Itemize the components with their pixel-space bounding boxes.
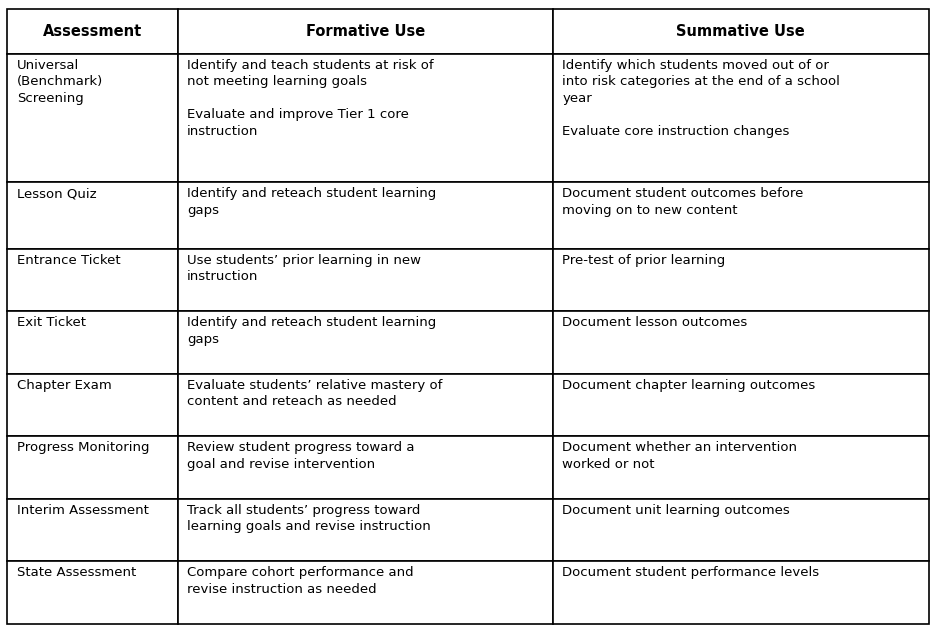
Bar <box>178 561 553 624</box>
Bar <box>178 436 553 498</box>
Text: State Assessment: State Assessment <box>17 566 136 579</box>
Bar <box>7 561 178 624</box>
Bar <box>553 311 929 374</box>
Bar <box>7 498 178 561</box>
Text: Lesson Quiz: Lesson Quiz <box>17 187 96 200</box>
Bar <box>178 9 553 54</box>
Bar <box>553 54 929 182</box>
Text: Identify and reteach student learning
gaps: Identify and reteach student learning ga… <box>187 187 436 217</box>
Text: Document lesson outcomes: Document lesson outcomes <box>563 316 748 329</box>
Bar <box>7 311 178 374</box>
Text: Document unit learning outcomes: Document unit learning outcomes <box>563 503 790 517</box>
Text: Use students’ prior learning in new
instruction: Use students’ prior learning in new inst… <box>187 253 421 283</box>
Bar <box>553 436 929 498</box>
Text: Pre-test of prior learning: Pre-test of prior learning <box>563 253 725 266</box>
Bar <box>553 374 929 436</box>
Text: Document whether an intervention
worked or not: Document whether an intervention worked … <box>563 441 797 471</box>
Text: Document chapter learning outcomes: Document chapter learning outcomes <box>563 379 815 392</box>
Text: Identify and teach students at risk of
not meeting learning goals

Evaluate and : Identify and teach students at risk of n… <box>187 59 433 137</box>
Text: Interim Assessment: Interim Assessment <box>17 503 149 517</box>
Text: Assessment: Assessment <box>43 24 142 39</box>
Bar <box>553 561 929 624</box>
Text: Chapter Exam: Chapter Exam <box>17 379 111 392</box>
Bar <box>178 182 553 248</box>
Bar <box>553 182 929 248</box>
Text: Entrance Ticket: Entrance Ticket <box>17 253 121 266</box>
Text: Progress Monitoring: Progress Monitoring <box>17 441 150 454</box>
Text: Track all students’ progress toward
learning goals and revise instruction: Track all students’ progress toward lear… <box>187 503 431 533</box>
Text: Identify and reteach student learning
gaps: Identify and reteach student learning ga… <box>187 316 436 346</box>
Bar <box>553 498 929 561</box>
Bar <box>178 374 553 436</box>
Bar <box>553 9 929 54</box>
Bar <box>7 374 178 436</box>
Text: Summative Use: Summative Use <box>677 24 805 39</box>
Bar <box>7 436 178 498</box>
Bar <box>178 248 553 311</box>
Text: Formative Use: Formative Use <box>306 24 425 39</box>
Bar <box>178 498 553 561</box>
Bar <box>7 54 178 182</box>
Text: Identify which students moved out of or
into risk categories at the end of a sch: Identify which students moved out of or … <box>563 59 841 137</box>
Bar <box>178 54 553 182</box>
Bar <box>7 9 178 54</box>
Text: Document student outcomes before
moving on to new content: Document student outcomes before moving … <box>563 187 804 217</box>
Bar <box>7 182 178 248</box>
Bar <box>7 248 178 311</box>
Text: Universal
(Benchmark)
Screening: Universal (Benchmark) Screening <box>17 59 103 105</box>
Text: Evaluate students’ relative mastery of
content and reteach as needed: Evaluate students’ relative mastery of c… <box>187 379 443 408</box>
Text: Review student progress toward a
goal and revise intervention: Review student progress toward a goal an… <box>187 441 415 471</box>
Text: Compare cohort performance and
revise instruction as needed: Compare cohort performance and revise in… <box>187 566 414 596</box>
Text: Exit Ticket: Exit Ticket <box>17 316 86 329</box>
Text: Document student performance levels: Document student performance levels <box>563 566 820 579</box>
Bar <box>178 311 553 374</box>
Bar <box>553 248 929 311</box>
